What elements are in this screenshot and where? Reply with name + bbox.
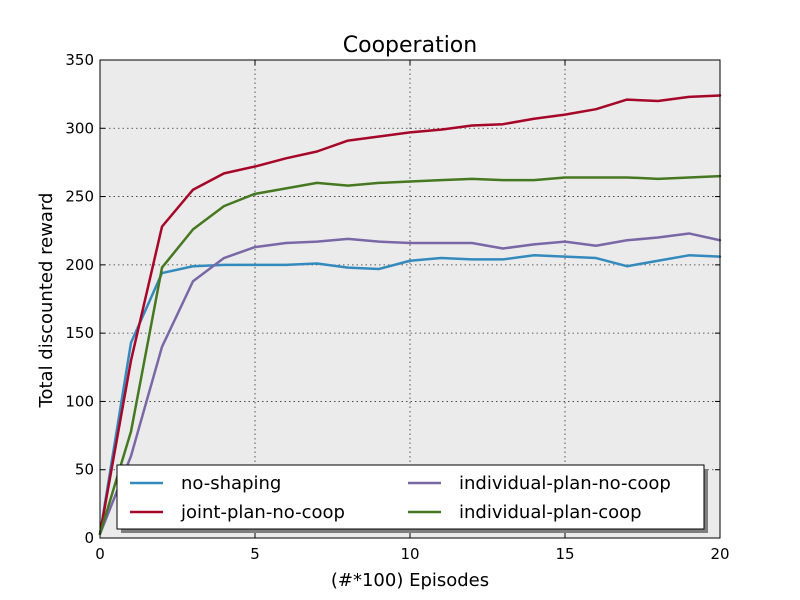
y-tick-label: 0 xyxy=(84,529,94,547)
y-tick-label: 300 xyxy=(65,119,94,137)
y-tick-label: 150 xyxy=(65,324,94,342)
x-tick-label: 0 xyxy=(95,545,105,563)
y-tick-label: 250 xyxy=(65,188,94,206)
grid xyxy=(100,60,720,538)
series-line-joint-plan-no-coop xyxy=(98,94,722,536)
legend-box xyxy=(116,464,705,530)
legend: no-shaping joint-plan-no-coop individual-p… xyxy=(116,464,708,533)
legend-items: no-shaping joint-plan-no-coop individual-p… xyxy=(130,473,671,523)
y-axis-label: Total discounted reward xyxy=(36,193,57,409)
series-line-no-shaping xyxy=(98,254,722,536)
series-line-individual-plan-coop xyxy=(98,174,722,536)
y-tick-label: 200 xyxy=(65,256,94,274)
x-tick-label: 10 xyxy=(400,545,419,563)
y-tick-label: 350 xyxy=(65,51,94,69)
series-line-individual-plan-no-coop xyxy=(98,232,722,536)
x-tick-label: 15 xyxy=(555,545,574,563)
legend-label: joint-plan-no-coop xyxy=(180,502,345,523)
chart-title: Cooperation xyxy=(343,33,477,58)
x-tick-label: 20 xyxy=(710,545,729,563)
legend-label: individual-plan-no-coop xyxy=(459,473,671,494)
y-tick-label: 50 xyxy=(75,461,94,479)
x-tick-label: 5 xyxy=(250,545,260,563)
legend-label: no-shaping xyxy=(181,473,281,494)
legend-label: individual-plan-coop xyxy=(459,502,642,523)
x-axis-label: (#*100) Episodes xyxy=(331,570,489,591)
series-group xyxy=(98,94,722,536)
y-tick-label: 100 xyxy=(65,392,94,410)
